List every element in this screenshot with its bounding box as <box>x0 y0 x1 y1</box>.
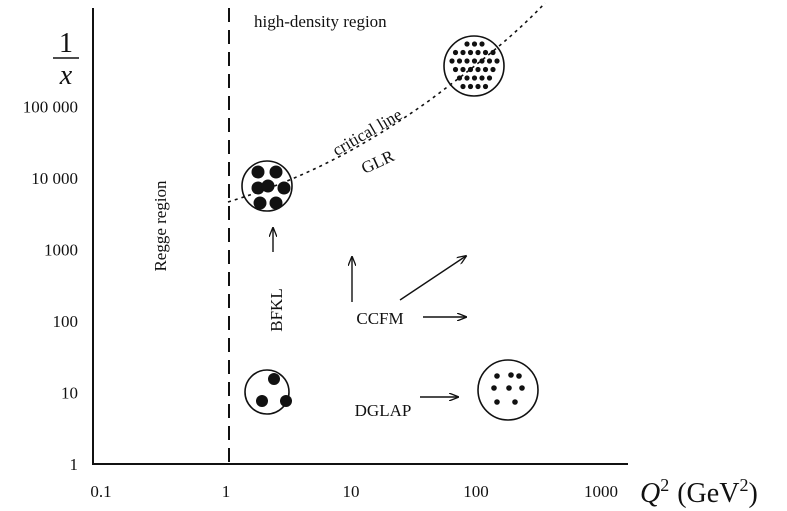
y-label-denominator: x <box>59 60 73 91</box>
regge-label: Regge region <box>151 180 170 272</box>
parton <box>491 385 497 391</box>
parton <box>280 395 292 407</box>
parton <box>449 58 454 63</box>
parton <box>468 50 473 55</box>
parton <box>457 58 462 63</box>
x-label: Q2(GeV2) <box>640 475 758 509</box>
diagram: 1 x Q2(GeV2) 110100100010 000100 0000.11… <box>0 0 787 511</box>
parton <box>487 75 492 80</box>
parton <box>479 58 484 63</box>
parton <box>494 399 500 405</box>
arrow <box>400 256 466 300</box>
y-tick-label: 1 <box>70 455 79 474</box>
glr-label: GLR <box>358 146 397 178</box>
x-label-symbol: Q <box>640 478 660 509</box>
parton <box>508 372 514 378</box>
parton <box>472 41 477 46</box>
parton <box>453 50 458 55</box>
parton <box>475 50 480 55</box>
parton <box>490 50 495 55</box>
parton <box>475 84 480 89</box>
x-label-unit: (GeV <box>677 478 739 509</box>
parton <box>457 75 462 80</box>
parton <box>512 399 518 405</box>
parton <box>494 58 499 63</box>
parton <box>453 67 458 72</box>
parton <box>460 84 465 89</box>
parton <box>268 373 280 385</box>
parton <box>490 67 495 72</box>
parton <box>475 67 480 72</box>
x-tick-label: 10 <box>343 482 360 501</box>
parton <box>468 84 473 89</box>
bfkl-label: BFKL <box>267 288 286 331</box>
critical-line-label: critical line <box>329 105 405 160</box>
parton <box>516 373 522 379</box>
x-tick-label: 1000 <box>584 482 618 501</box>
parton-circle <box>245 370 289 414</box>
parton <box>483 50 488 55</box>
parton <box>487 58 492 63</box>
parton <box>464 41 469 46</box>
parton <box>270 166 283 179</box>
dglap-label: DGLAP <box>355 401 412 420</box>
parton <box>483 84 488 89</box>
x-label-exp: 2 <box>660 475 669 495</box>
x-tick-label: 1 <box>222 482 231 501</box>
y-tick-label: 10 <box>61 384 78 403</box>
parton <box>506 385 512 391</box>
parton <box>479 75 484 80</box>
parton <box>270 197 283 210</box>
y-label-numerator: 1 <box>59 28 73 59</box>
parton <box>278 182 291 195</box>
parton <box>464 75 469 80</box>
y-tick-label: 100 000 <box>23 98 78 117</box>
parton <box>464 58 469 63</box>
parton <box>256 395 268 407</box>
parton <box>460 67 465 72</box>
x-label-close: ) <box>748 478 757 509</box>
x-tick-label: 0.1 <box>90 482 111 501</box>
y-tick-label: 100 <box>53 312 79 331</box>
parton <box>468 67 473 72</box>
parton <box>254 197 267 210</box>
parton <box>494 373 500 379</box>
parton <box>519 385 525 391</box>
parton <box>483 67 488 72</box>
parton <box>262 180 275 193</box>
parton <box>472 75 477 80</box>
x-tick-label: 100 <box>463 482 489 501</box>
ccfm-label: CCFM <box>356 309 403 328</box>
high-density-label: high-density region <box>254 12 387 31</box>
parton <box>472 58 477 63</box>
y-tick-label: 1000 <box>44 241 78 260</box>
parton <box>252 166 265 179</box>
x-label-unit-exp: 2 <box>739 475 748 495</box>
parton <box>479 41 484 46</box>
parton <box>460 50 465 55</box>
y-tick-label: 10 000 <box>31 169 78 188</box>
